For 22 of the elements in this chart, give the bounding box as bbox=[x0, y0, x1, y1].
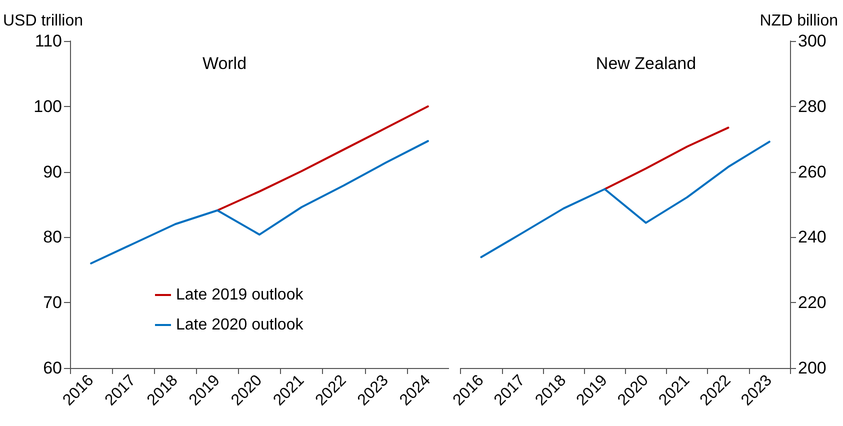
line-series bbox=[604, 126, 730, 190]
y-tick-label: 60 bbox=[43, 358, 62, 378]
y-tick-label: 80 bbox=[43, 228, 62, 247]
line-series bbox=[90, 140, 429, 264]
y-axis-title: NZD billion bbox=[760, 12, 838, 30]
y-tick-label: 70 bbox=[43, 293, 62, 312]
y-tick-label: 100 bbox=[34, 96, 62, 116]
y-tick-label: 280 bbox=[798, 96, 826, 116]
legend-label: Late 2020 outlook bbox=[176, 316, 304, 334]
y-axis-title: USD trillion bbox=[3, 12, 84, 30]
y-tick-label: 200 bbox=[798, 358, 826, 378]
y-tick-label: 240 bbox=[798, 228, 826, 247]
y-tick-label: 300 bbox=[798, 32, 826, 50]
y-tick-label: 90 bbox=[43, 162, 62, 182]
text: New Zealand bbox=[596, 54, 696, 73]
y-tick-label: 110 bbox=[34, 32, 62, 50]
line-series bbox=[216, 105, 429, 212]
y-tick-label: 220 bbox=[798, 293, 826, 312]
legend-label: Late 2019 outlook bbox=[176, 286, 304, 304]
line-series bbox=[480, 140, 770, 258]
text: World bbox=[202, 54, 247, 73]
y-tick-label: 260 bbox=[798, 162, 826, 182]
